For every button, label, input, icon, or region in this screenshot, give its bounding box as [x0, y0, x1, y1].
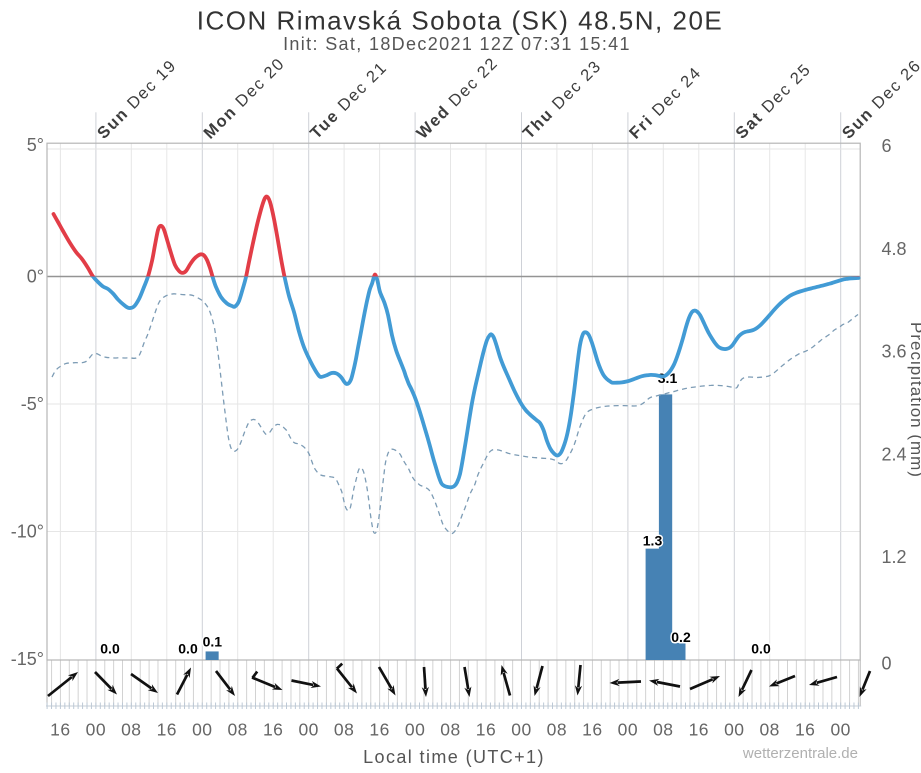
svg-text:4.8: 4.8	[882, 239, 907, 259]
svg-text:3.6: 3.6	[882, 342, 907, 362]
svg-text:ICON Rimavská Sobota (SK) 48.5: ICON Rimavská Sobota (SK) 48.5N, 20E	[197, 6, 724, 36]
svg-text:0.0: 0.0	[100, 641, 120, 657]
svg-text:16: 16	[795, 720, 815, 740]
svg-text:00: 00	[618, 720, 638, 740]
svg-text:0: 0	[882, 654, 892, 674]
svg-text:16: 16	[263, 720, 283, 740]
svg-text:Local time (UTC+1): Local time (UTC+1)	[363, 747, 545, 767]
svg-text:08: 08	[334, 720, 354, 740]
svg-text:0.0: 0.0	[178, 641, 198, 657]
svg-text:5°: 5°	[27, 135, 44, 155]
svg-text:00: 00	[511, 720, 531, 740]
svg-text:-10°: -10°	[11, 522, 44, 542]
svg-text:2.4: 2.4	[882, 444, 907, 464]
svg-text:00: 00	[405, 720, 425, 740]
svg-text:6: 6	[882, 136, 892, 156]
svg-text:wetterzentrale.de: wetterzentrale.de	[742, 745, 858, 762]
svg-text:1.2: 1.2	[882, 547, 907, 567]
svg-text:08: 08	[759, 720, 779, 740]
svg-text:16: 16	[50, 720, 70, 740]
svg-text:Precipitation (mm): Precipitation (mm)	[907, 322, 921, 478]
svg-text:00: 00	[724, 720, 744, 740]
svg-text:16: 16	[157, 720, 177, 740]
svg-text:16: 16	[476, 720, 496, 740]
svg-text:0°: 0°	[27, 267, 44, 287]
svg-text:00: 00	[192, 720, 212, 740]
svg-text:3.1: 3.1	[658, 370, 678, 386]
svg-text:00: 00	[298, 720, 318, 740]
svg-text:0.2: 0.2	[671, 629, 691, 645]
svg-text:-15°: -15°	[11, 649, 44, 669]
svg-text:16: 16	[369, 720, 389, 740]
svg-text:0.0: 0.0	[751, 641, 771, 657]
svg-text:08: 08	[653, 720, 673, 740]
svg-text:08: 08	[547, 720, 567, 740]
svg-text:00: 00	[86, 720, 106, 740]
svg-text:0.1: 0.1	[203, 633, 223, 649]
svg-text:1.3: 1.3	[643, 532, 663, 548]
svg-text:16: 16	[582, 720, 602, 740]
svg-text:00: 00	[830, 720, 850, 740]
svg-text:08: 08	[227, 720, 247, 740]
svg-text:08: 08	[121, 720, 141, 740]
svg-text:08: 08	[440, 720, 460, 740]
svg-text:16: 16	[689, 720, 709, 740]
svg-text:-5°: -5°	[21, 394, 44, 414]
svg-text:Init: Sat, 18Dec2021 12Z 07:31: Init: Sat, 18Dec2021 12Z 07:31 15:41	[283, 34, 631, 54]
